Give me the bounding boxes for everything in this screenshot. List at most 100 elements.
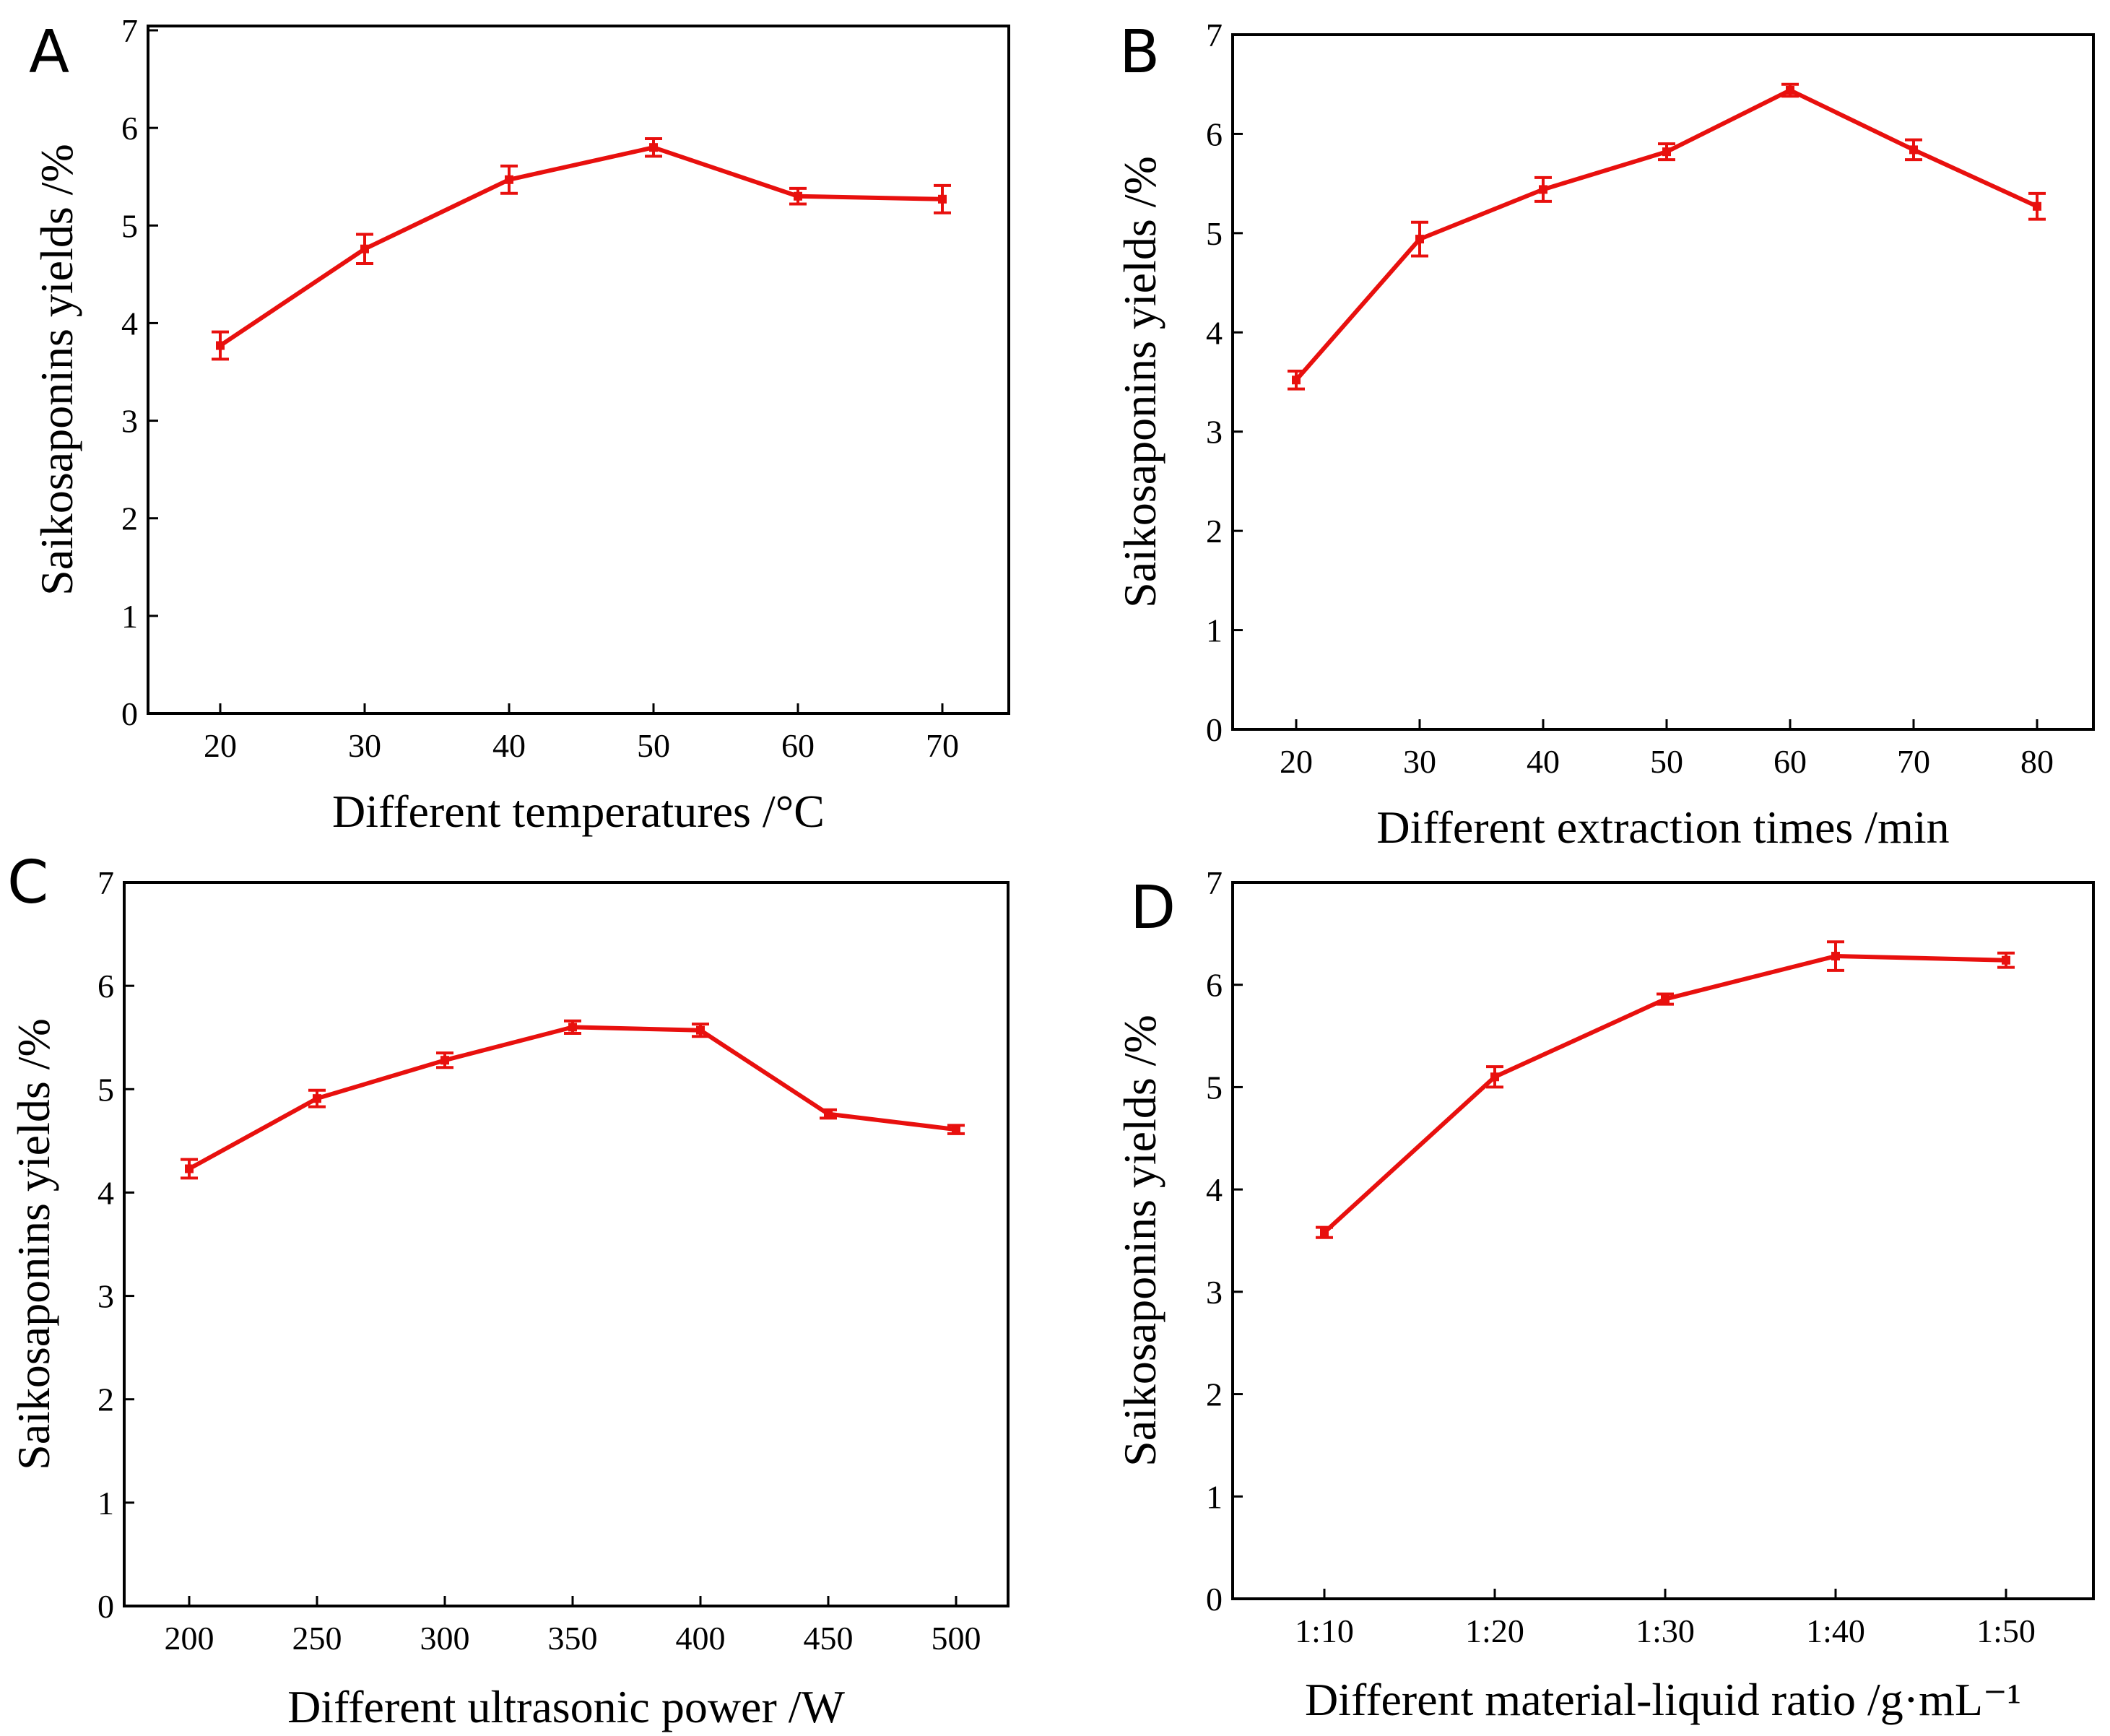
data-point <box>1320 1228 1329 1237</box>
x-tick-label: 300 <box>420 1620 470 1657</box>
panel-label: A <box>29 18 69 87</box>
data-point <box>1909 145 1918 155</box>
panel-a: A 0 1 2 3 4 5 6 7 20 30 40 50 60 70 Different temper… <box>29 12 1010 837</box>
x-tick-label: 500 <box>932 1620 981 1657</box>
y-tick-label: 0 <box>97 1588 114 1625</box>
panel-c: C 0 1 2 3 4 5 6 7 200 250 300 350 400 450 500 Differe… <box>7 849 1010 1732</box>
y-tick-label: 1 <box>1206 1478 1223 1515</box>
plot-frame <box>123 881 1010 1607</box>
y-tick-label: 6 <box>121 110 138 147</box>
panel-b: B 0 1 2 3 4 5 6 7 20 30 40 50 60 70 80 Different extr… <box>1114 17 2095 853</box>
x-axis-title: Different material-liquid ratio /g·mL⁻¹ <box>1305 1674 2021 1725</box>
x-tick-label: 40 <box>492 727 526 764</box>
x-tick-label: 60 <box>1773 743 1807 780</box>
x-tick-label: 30 <box>1403 743 1436 780</box>
y-tick-label: 7 <box>97 864 114 901</box>
y-tick-label: 7 <box>121 12 138 49</box>
plot-area <box>1316 940 2015 1239</box>
x-axis-title: Different extraction times /min <box>1376 802 1949 853</box>
panel-label: D <box>1130 874 1176 942</box>
plot-frame <box>147 25 1010 715</box>
x-tick-label: 1:30 <box>1636 1613 1695 1649</box>
x-tick-label: 60 <box>781 727 815 764</box>
y-tick-label: 5 <box>1206 1069 1223 1106</box>
y-tick-label: 6 <box>1206 116 1223 152</box>
data-point <box>649 143 658 152</box>
plot-area <box>212 137 951 361</box>
y-axis: 0 1 2 3 4 5 6 7 <box>1206 17 1243 748</box>
x-axis: 20 30 40 50 60 70 <box>204 703 959 764</box>
y-axis: 0 1 2 3 4 5 6 7 <box>121 12 158 732</box>
y-tick-label: 3 <box>1206 1274 1223 1311</box>
data-point <box>2002 955 2010 965</box>
y-tick-label: 4 <box>121 305 138 342</box>
y-tick-label: 2 <box>1206 513 1223 550</box>
y-axis-title: Saikosaponins yields /% <box>1114 156 1165 608</box>
x-tick-label: 450 <box>804 1620 854 1657</box>
x-tick-label: 1:50 <box>1976 1613 2036 1649</box>
plot-area <box>1288 82 2046 391</box>
data-point <box>1786 85 1794 95</box>
data-point <box>1661 994 1670 1004</box>
x-tick-label: 1:10 <box>1295 1613 1354 1649</box>
x-tick-label: 250 <box>292 1620 342 1657</box>
data-point <box>185 1164 194 1173</box>
y-tick-label: 3 <box>121 403 138 440</box>
data-point <box>360 244 369 253</box>
data-point <box>1415 235 1424 244</box>
y-tick-label: 0 <box>1206 1581 1223 1618</box>
x-tick-label: 200 <box>165 1620 214 1657</box>
x-tick-label: 350 <box>548 1620 598 1657</box>
y-tick-label: 1 <box>121 598 138 635</box>
series-line <box>219 145 943 348</box>
x-tick-label: 20 <box>1280 743 1313 780</box>
data-point <box>1831 952 1840 961</box>
y-tick-label: 4 <box>97 1174 114 1211</box>
x-tick-label: 50 <box>1650 743 1683 780</box>
y-tick-label: 7 <box>1206 864 1223 901</box>
x-tick-label: 30 <box>348 727 381 764</box>
panel-d: D 0 1 2 3 4 5 6 7 1:10 1:20 1:30 1:40 1:50 Differen… <box>1114 864 2095 1725</box>
data-point <box>216 341 225 350</box>
y-tick-label: 1 <box>1206 612 1223 649</box>
y-tick-label: 4 <box>1206 1171 1223 1208</box>
x-tick-label: 1:20 <box>1465 1613 1524 1649</box>
y-tick-label: 0 <box>1206 711 1223 748</box>
data-point <box>505 175 513 184</box>
x-tick-label: 50 <box>637 727 670 764</box>
data-point <box>313 1094 321 1103</box>
panel-label: C <box>7 849 48 917</box>
data-point <box>824 1109 833 1119</box>
y-axis: 0 1 2 3 4 5 6 7 <box>97 864 134 1625</box>
data-point <box>568 1023 577 1032</box>
y-axis-title: Saikosaponins yields /% <box>31 144 82 596</box>
x-tick-label: 70 <box>1897 743 1930 780</box>
x-axis: 20 30 40 50 60 70 80 <box>1280 719 2054 780</box>
y-tick-label: 2 <box>1206 1376 1223 1413</box>
data-point <box>1662 147 1671 157</box>
x-tick-label: 1:40 <box>1806 1613 1865 1649</box>
series-line <box>188 1025 957 1171</box>
data-point <box>1539 185 1547 194</box>
y-tick-label: 2 <box>121 500 138 537</box>
y-tick-label: 0 <box>121 695 138 732</box>
y-tick-label: 3 <box>1206 414 1223 451</box>
x-tick-label: 70 <box>926 727 959 764</box>
data-point <box>2033 201 2041 211</box>
x-tick-label: 400 <box>676 1620 726 1657</box>
plot-frame <box>1231 33 2095 731</box>
y-tick-label: 5 <box>121 207 138 244</box>
x-tick-label: 80 <box>2020 743 2054 780</box>
y-tick-label: 4 <box>1206 314 1223 351</box>
y-tick-label: 6 <box>97 968 114 1004</box>
data-point <box>938 194 947 204</box>
y-axis-title: Saikosaponins yields /% <box>8 1018 59 1470</box>
panel-label: B <box>1119 18 1160 87</box>
x-axis-title: Different ultrasonic power /W <box>287 1681 845 1732</box>
x-axis: 200 250 300 350 400 450 500 <box>165 1596 981 1657</box>
series-line <box>1294 87 2039 382</box>
x-axis-title: Different temperatures /°C <box>332 786 825 837</box>
x-tick-label: 20 <box>204 727 237 764</box>
plot-area <box>181 1019 965 1180</box>
